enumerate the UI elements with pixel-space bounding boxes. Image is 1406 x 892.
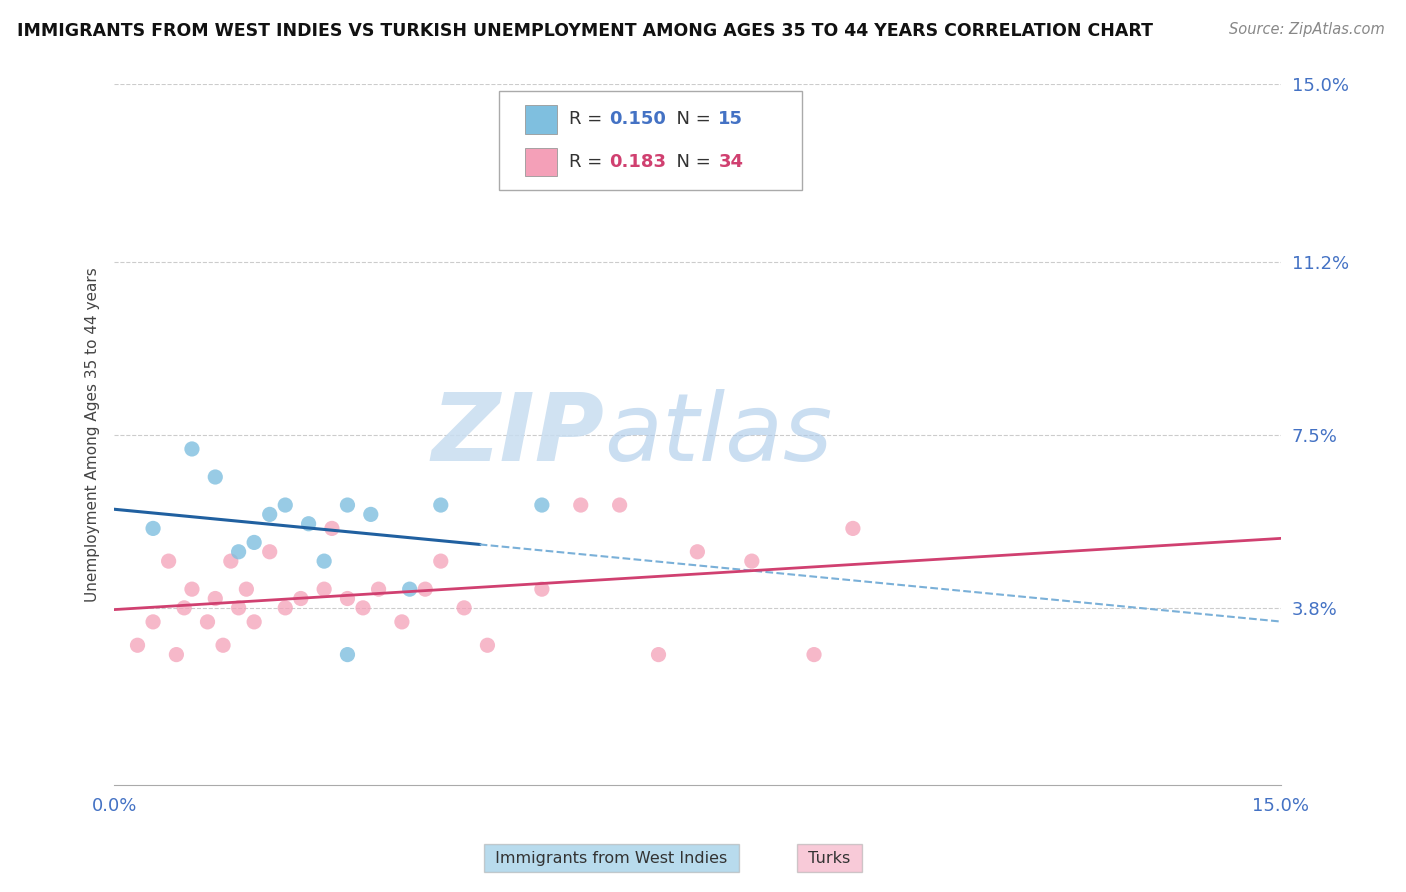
Point (228, 600, 250, 615)
Text: Source: ZipAtlas.com: Source: ZipAtlas.com (1229, 22, 1385, 37)
Point (142, 521, 165, 535)
Text: R =: R = (569, 153, 607, 170)
Text: ZIP: ZIP (432, 389, 605, 481)
FancyBboxPatch shape (524, 105, 557, 134)
Point (259, 508, 281, 522)
Point (204, 470, 226, 484)
Point (219, 554, 242, 568)
Point (429, 498, 451, 512)
Point (842, 521, 865, 535)
Point (274, 498, 297, 512)
FancyBboxPatch shape (499, 92, 803, 190)
Point (391, 615, 413, 629)
Text: R =: R = (569, 111, 607, 128)
Point (204, 591, 226, 606)
Point (477, 638, 499, 652)
Point (336, 648, 359, 662)
Text: 15: 15 (718, 111, 744, 128)
Point (336, 591, 359, 606)
Point (181, 442, 204, 456)
Point (569, 498, 592, 512)
Point (228, 545, 250, 559)
Point (314, 554, 336, 568)
Point (157, 554, 180, 568)
Point (290, 591, 312, 606)
Text: IMMIGRANTS FROM WEST INDIES VS TURKISH UNEMPLOYMENT AMONG AGES 35 TO 44 YEARS CO: IMMIGRANTS FROM WEST INDIES VS TURKISH U… (17, 22, 1153, 40)
Point (609, 498, 631, 512)
Text: atlas: atlas (605, 390, 832, 481)
Text: 0.150: 0.150 (609, 111, 665, 128)
Point (530, 498, 553, 512)
Point (686, 545, 709, 559)
Point (127, 638, 149, 652)
Point (259, 545, 281, 559)
Point (352, 600, 374, 615)
Point (165, 648, 187, 662)
Text: N =: N = (665, 153, 716, 170)
Text: 34: 34 (718, 153, 744, 170)
Point (741, 554, 763, 568)
Point (297, 516, 319, 531)
Point (803, 648, 825, 662)
Point (530, 582, 553, 597)
FancyBboxPatch shape (524, 147, 557, 176)
Point (360, 508, 382, 522)
Point (142, 615, 165, 629)
Point (336, 498, 359, 512)
Point (197, 615, 219, 629)
Point (181, 582, 204, 597)
Point (212, 638, 235, 652)
Text: 0.183: 0.183 (609, 153, 665, 170)
Point (429, 554, 451, 568)
Point (243, 535, 266, 549)
Point (367, 582, 389, 597)
Point (321, 521, 343, 535)
Text: N =: N = (665, 111, 716, 128)
Text: Immigrants from West Indies: Immigrants from West Indies (491, 851, 733, 865)
Point (243, 615, 266, 629)
Point (173, 600, 195, 615)
Text: Turks: Turks (803, 851, 856, 865)
Point (647, 648, 669, 662)
Point (235, 582, 257, 597)
Point (398, 582, 420, 597)
Point (413, 582, 436, 597)
Point (314, 582, 336, 597)
Y-axis label: Unemployment Among Ages 35 to 44 years: Unemployment Among Ages 35 to 44 years (86, 268, 100, 602)
Point (274, 600, 297, 615)
Point (453, 600, 475, 615)
